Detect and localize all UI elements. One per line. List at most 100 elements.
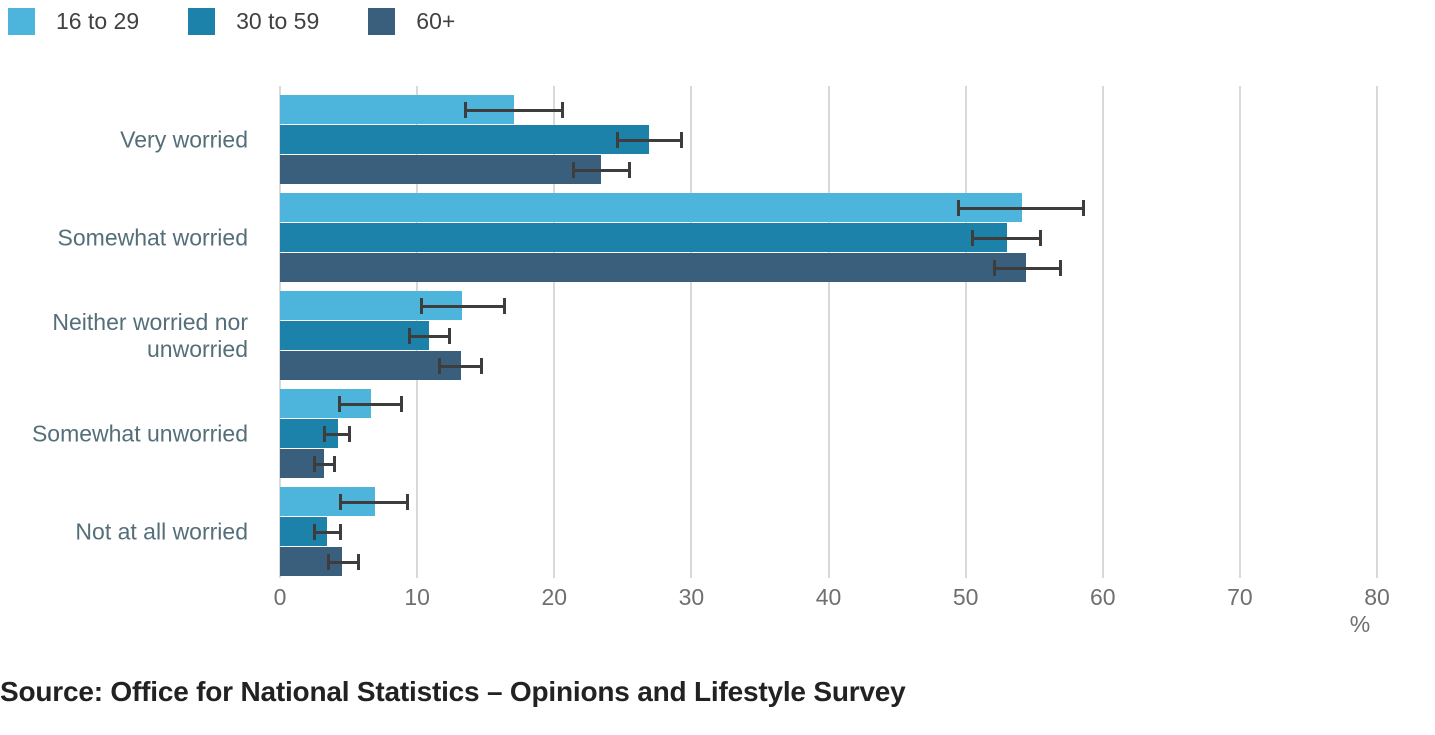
error-bar-cap-right xyxy=(338,524,342,540)
error-bar-line xyxy=(572,169,632,172)
gridline xyxy=(964,86,967,578)
gridline xyxy=(553,86,556,578)
error-bar-line xyxy=(326,561,360,564)
error-bar-cap-left xyxy=(326,554,330,570)
legend-label: 30 to 59 xyxy=(236,8,320,34)
category-label: Neither worried nor unworried xyxy=(52,308,248,362)
error-bar-cap-left xyxy=(971,230,975,246)
error-bar-cap-left xyxy=(407,328,411,344)
gridline xyxy=(690,86,693,578)
error-bar-cap-left xyxy=(419,298,423,314)
error-bar-cap-right xyxy=(348,426,352,442)
x-tick-label: 10 xyxy=(404,584,430,610)
error-bar-cap-right xyxy=(680,132,684,148)
error-bar-cap-left xyxy=(572,162,576,178)
error-bar-cap-right xyxy=(1081,200,1085,216)
error-bar xyxy=(971,230,1043,246)
error-bar xyxy=(312,456,337,472)
error-bar-cap-left xyxy=(463,102,467,118)
error-bar xyxy=(437,358,483,374)
error-bar-line xyxy=(615,139,684,142)
error-bar-cap-right xyxy=(405,494,409,510)
legend-swatch xyxy=(188,8,216,35)
error-bar-line xyxy=(312,463,337,466)
error-bar-cap-right xyxy=(1039,230,1043,246)
source-text: Source: Office for National Statistics –… xyxy=(0,676,906,707)
error-bar-line xyxy=(419,305,507,308)
error-bar-line xyxy=(337,403,404,406)
legend-label: 60+ xyxy=(416,8,456,34)
x-tick-label: 70 xyxy=(1227,584,1253,610)
error-bar xyxy=(338,494,409,510)
plot-area xyxy=(279,86,1378,578)
error-bar xyxy=(407,328,452,344)
error-bar-line xyxy=(312,531,342,534)
legend-swatch xyxy=(368,8,396,35)
gridline xyxy=(1101,86,1104,578)
x-axis-unit-label: % xyxy=(1349,611,1371,637)
error-bar xyxy=(572,162,632,178)
x-tick-label: 30 xyxy=(678,584,705,610)
bar xyxy=(280,351,461,380)
category-label: Somewhat unworried xyxy=(31,420,248,447)
error-bar xyxy=(322,426,352,442)
bar xyxy=(280,253,1026,282)
legend: 16 to 29 30 to 59 60+ xyxy=(8,8,504,35)
error-bar xyxy=(957,200,1085,216)
error-bar-line xyxy=(971,237,1043,240)
legend-label: 16 to 29 xyxy=(56,8,140,34)
error-bar-line xyxy=(407,335,452,338)
error-bar-line xyxy=(957,207,1085,210)
x-tick-label: 80 xyxy=(1364,584,1390,610)
error-bar-cap-right xyxy=(448,328,452,344)
error-bar-cap-right xyxy=(333,456,337,472)
legend-item: 16 to 29 xyxy=(8,8,139,35)
error-bar xyxy=(337,396,404,412)
error-bar-cap-left xyxy=(338,494,342,510)
x-tick-label: 0 xyxy=(273,584,287,610)
gridline xyxy=(1238,86,1241,578)
bar xyxy=(280,125,649,154)
bar-chart: 16 to 29 30 to 59 60+ % 0 10 20 30 40 50 60 70 80 … xyxy=(8,8,1390,638)
error-bar-cap-left xyxy=(993,260,997,276)
error-bar-line xyxy=(322,433,352,436)
bar xyxy=(280,155,601,184)
error-bar-cap-right xyxy=(400,396,404,412)
error-bar-cap-left xyxy=(957,200,961,216)
gridline xyxy=(1376,86,1378,578)
bar xyxy=(280,193,1022,222)
error-bar-cap-left xyxy=(322,426,326,442)
category-label: Very worried xyxy=(120,126,248,153)
x-tick-label: 20 xyxy=(541,584,568,610)
error-bar-cap-right xyxy=(628,162,632,178)
error-bar-cap-right xyxy=(356,554,360,570)
error-bar-cap-left xyxy=(337,396,341,412)
error-bar xyxy=(326,554,360,570)
bar xyxy=(280,321,430,350)
bar xyxy=(280,223,1007,252)
x-axis: % 0 10 20 30 40 50 60 70 80 xyxy=(274,578,1390,638)
error-bar-line xyxy=(437,365,483,368)
gridline xyxy=(827,86,830,578)
error-bar xyxy=(615,132,684,148)
error-bar xyxy=(463,102,564,118)
x-tick-label: 40 xyxy=(815,584,842,610)
error-bar xyxy=(419,298,507,314)
legend-item: 30 to 59 xyxy=(188,8,319,35)
error-bar-cap-left xyxy=(312,524,316,540)
error-bar-line xyxy=(463,109,564,112)
error-bar-cap-right xyxy=(479,358,483,374)
x-tick-label: 50 xyxy=(952,584,979,610)
error-bar xyxy=(993,260,1062,276)
legend-item: 60+ xyxy=(368,8,455,35)
error-bar-cap-left xyxy=(312,456,316,472)
error-bar xyxy=(312,524,342,540)
legend-swatch xyxy=(8,8,35,35)
category-label: Somewhat worried xyxy=(57,224,248,251)
error-bar-line xyxy=(338,501,409,504)
error-bar-cap-left xyxy=(615,132,619,148)
error-bar-cap-right xyxy=(1058,260,1062,276)
category-label: Not at all worried xyxy=(75,518,248,545)
error-bar-cap-right xyxy=(560,102,564,118)
error-bar-cap-left xyxy=(437,358,441,374)
